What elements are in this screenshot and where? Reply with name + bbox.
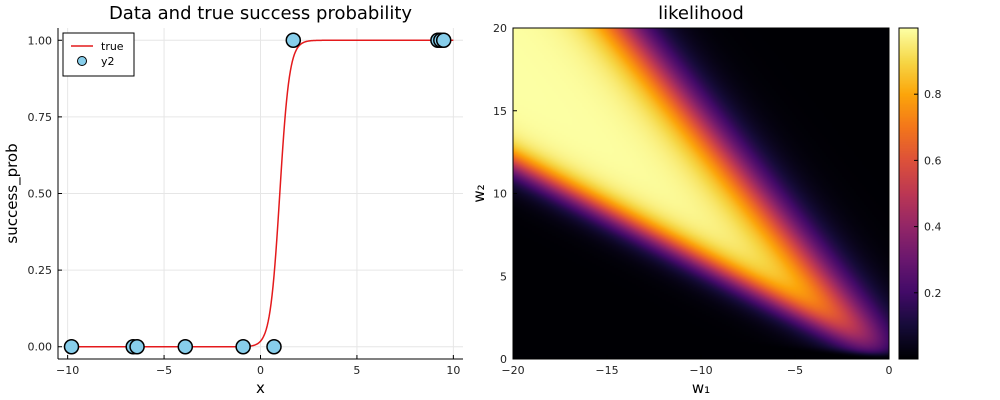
colorbar-tick-label: 0.4	[924, 221, 942, 234]
right-x-tick-label: −5	[787, 364, 803, 377]
right-x-tick-label: −10	[689, 364, 712, 377]
colorbar-gradient	[899, 28, 918, 359]
right-y-tick-label: 5	[500, 270, 507, 283]
colorbar-tick-label: 0.8	[924, 88, 942, 101]
right-x-ticks: −20 −15 −10 −5 0	[501, 355, 893, 377]
right-y-tick-label: 10	[493, 188, 507, 201]
left-legend: true y2	[62, 32, 135, 77]
left-y-ticks: 0.00 0.25 0.50 0.75 1.00	[28, 34, 62, 354]
series-y2-point	[63, 338, 80, 355]
colorbar-frame	[898, 27, 919, 360]
right-x-tick-label: −20	[501, 364, 524, 377]
left-y-axis-label: success_prob	[3, 143, 22, 243]
series-y2-point	[177, 338, 194, 355]
colorbar-tick-label: 0.2	[924, 287, 942, 300]
left-x-tick-label: −10	[56, 364, 79, 377]
right-y-ticks: 0 5 10 15 20	[493, 22, 517, 366]
left-x-tick-label: 10	[446, 364, 460, 377]
series-y2-point	[285, 32, 302, 49]
colorbar-tick-label: 0.6	[924, 154, 942, 167]
series-y2-point	[435, 32, 452, 49]
legend-y2-label: y2	[101, 55, 115, 68]
series-y2-point	[266, 338, 282, 355]
left-x-tick-label: 5	[353, 364, 360, 377]
left-x-tick-label: 0	[257, 364, 264, 377]
series-y2-point	[235, 338, 251, 355]
legend-true-label: true	[101, 40, 124, 53]
left-y-tick-label: 1.00	[28, 34, 53, 47]
left-chart: Data and true success probability −10 −5 0…	[3, 3, 463, 397]
right-y-axis-label: w₂	[470, 184, 488, 202]
left-x-ticks: −10 −5 0 5 10	[56, 355, 460, 377]
right-x-tick-label: −15	[595, 364, 618, 377]
legend-box	[62, 32, 135, 77]
right-chart-title: likelihood	[658, 3, 744, 24]
right-chart: likelihood −20 −15 −10 −5 0 0 5 10 15 20 w₁ w₂ 0…	[470, 3, 942, 397]
right-y-tick-label: 20	[493, 22, 507, 35]
colorbar-ticks: 0.2 0.4 0.6 0.8	[914, 88, 942, 300]
left-y-tick-label: 0.25	[28, 264, 53, 277]
left-chart-grid	[58, 28, 463, 359]
left-y-tick-label: 0.50	[28, 188, 53, 201]
left-y-tick-label: 0.75	[28, 111, 53, 124]
likelihood-heatmap	[513, 28, 889, 359]
left-x-axis-label: x	[256, 379, 265, 397]
left-x-tick-label: −5	[156, 364, 172, 377]
series-y2-point	[129, 338, 145, 355]
right-y-tick-label: 15	[493, 105, 507, 118]
right-x-axis-label: w₁	[692, 379, 710, 397]
right-x-tick-label: 0	[886, 364, 893, 377]
left-plot-area	[63, 32, 454, 355]
left-y-tick-label: 0.00	[28, 341, 53, 354]
legend-y2-swatch	[77, 56, 87, 66]
right-y-tick-label: 0	[500, 353, 507, 366]
left-chart-title: Data and true success probability	[109, 3, 412, 24]
